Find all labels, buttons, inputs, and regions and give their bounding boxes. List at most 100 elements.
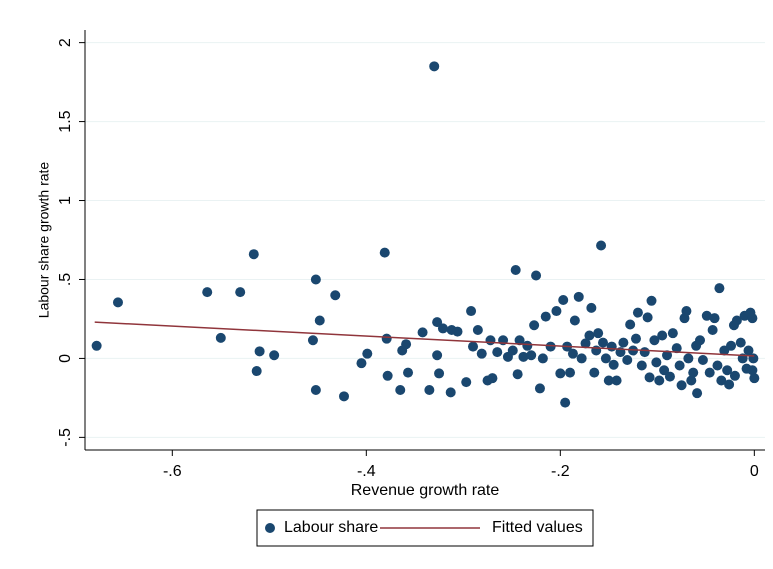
point [507, 345, 518, 356]
point [611, 375, 622, 386]
point [695, 335, 706, 346]
point [472, 325, 483, 335]
point [589, 367, 600, 378]
point [724, 379, 735, 390]
point [649, 335, 660, 346]
point [686, 375, 697, 386]
point [461, 377, 472, 388]
point [747, 365, 758, 376]
x-tick-label: -.2 [551, 463, 570, 480]
point [667, 328, 678, 339]
point [551, 306, 562, 317]
point [235, 287, 246, 298]
point [452, 326, 463, 337]
point [622, 355, 633, 365]
point [662, 350, 673, 361]
point [381, 333, 392, 344]
point [476, 348, 487, 359]
point [401, 339, 412, 350]
point [681, 306, 692, 317]
point [676, 380, 687, 391]
point [639, 347, 650, 358]
point [722, 365, 733, 376]
point [659, 365, 670, 376]
point [555, 368, 566, 379]
point [248, 249, 259, 260]
point [692, 388, 703, 399]
point [657, 330, 668, 341]
legend-marker [265, 523, 275, 533]
point [743, 345, 754, 356]
point [522, 340, 533, 351]
point [642, 312, 653, 323]
point [636, 360, 647, 371]
point [356, 358, 367, 369]
legend-label: Fitted values [492, 519, 583, 536]
point [91, 340, 102, 351]
point [202, 287, 213, 298]
point [310, 274, 321, 285]
point [573, 291, 584, 302]
point [512, 369, 523, 380]
x-tick-label: -.4 [357, 463, 376, 480]
point [596, 240, 607, 251]
point [417, 327, 428, 338]
point [683, 353, 694, 364]
point [395, 385, 406, 395]
point [586, 302, 597, 313]
point [307, 335, 318, 346]
y-axis-label: Labour share growth rate [36, 162, 52, 319]
point [674, 360, 685, 371]
point [432, 317, 443, 328]
point [709, 313, 720, 324]
point [749, 373, 760, 384]
point [729, 370, 740, 381]
point [537, 353, 548, 364]
point [215, 332, 226, 343]
point [600, 353, 611, 364]
point [362, 348, 373, 359]
point [608, 359, 619, 370]
y-tick-label: -.5 [57, 428, 74, 447]
y-tick-label: .5 [57, 273, 74, 286]
point [598, 337, 609, 348]
point [251, 366, 262, 377]
point [606, 341, 617, 352]
point [466, 306, 477, 317]
point [432, 350, 443, 361]
point [534, 383, 545, 394]
point [434, 368, 445, 379]
point [704, 367, 715, 378]
point [558, 295, 569, 305]
point [468, 341, 479, 352]
point [632, 307, 643, 318]
x-tick-label: 0 [750, 463, 759, 480]
point [382, 370, 393, 381]
point [707, 325, 718, 335]
point [560, 397, 571, 408]
point [697, 355, 708, 365]
y-tick-label: 0 [57, 354, 74, 363]
point [644, 372, 655, 383]
point [526, 350, 537, 361]
point [379, 247, 390, 258]
point [540, 311, 551, 322]
y-tick-label: 2 [57, 38, 74, 47]
point [429, 61, 440, 72]
point [567, 348, 578, 359]
point [584, 330, 595, 341]
point [701, 310, 712, 321]
point [531, 270, 542, 281]
point [510, 265, 521, 275]
point [254, 346, 265, 357]
point [747, 313, 758, 324]
point [748, 353, 759, 364]
point [654, 375, 665, 386]
point [716, 375, 727, 386]
point [269, 350, 280, 361]
point [603, 375, 614, 386]
point [330, 290, 341, 301]
